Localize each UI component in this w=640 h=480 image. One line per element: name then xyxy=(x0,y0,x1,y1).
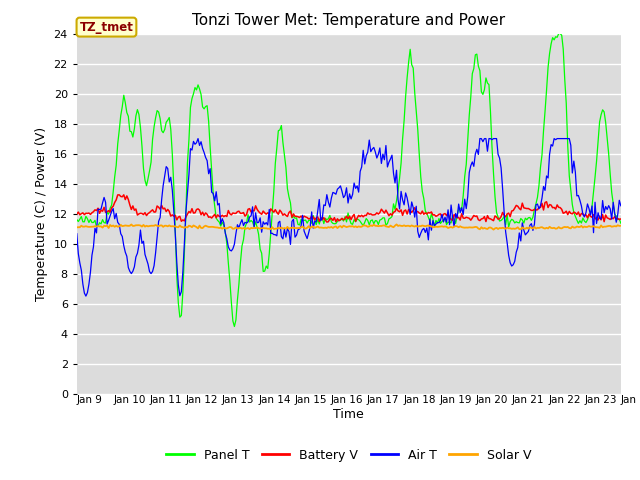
X-axis label: Time: Time xyxy=(333,408,364,421)
Text: TZ_tmet: TZ_tmet xyxy=(79,21,133,34)
Y-axis label: Temperature (C) / Power (V): Temperature (C) / Power (V) xyxy=(35,127,48,300)
Title: Tonzi Tower Met: Temperature and Power: Tonzi Tower Met: Temperature and Power xyxy=(192,13,506,28)
Legend: Panel T, Battery V, Air T, Solar V: Panel T, Battery V, Air T, Solar V xyxy=(161,444,536,467)
